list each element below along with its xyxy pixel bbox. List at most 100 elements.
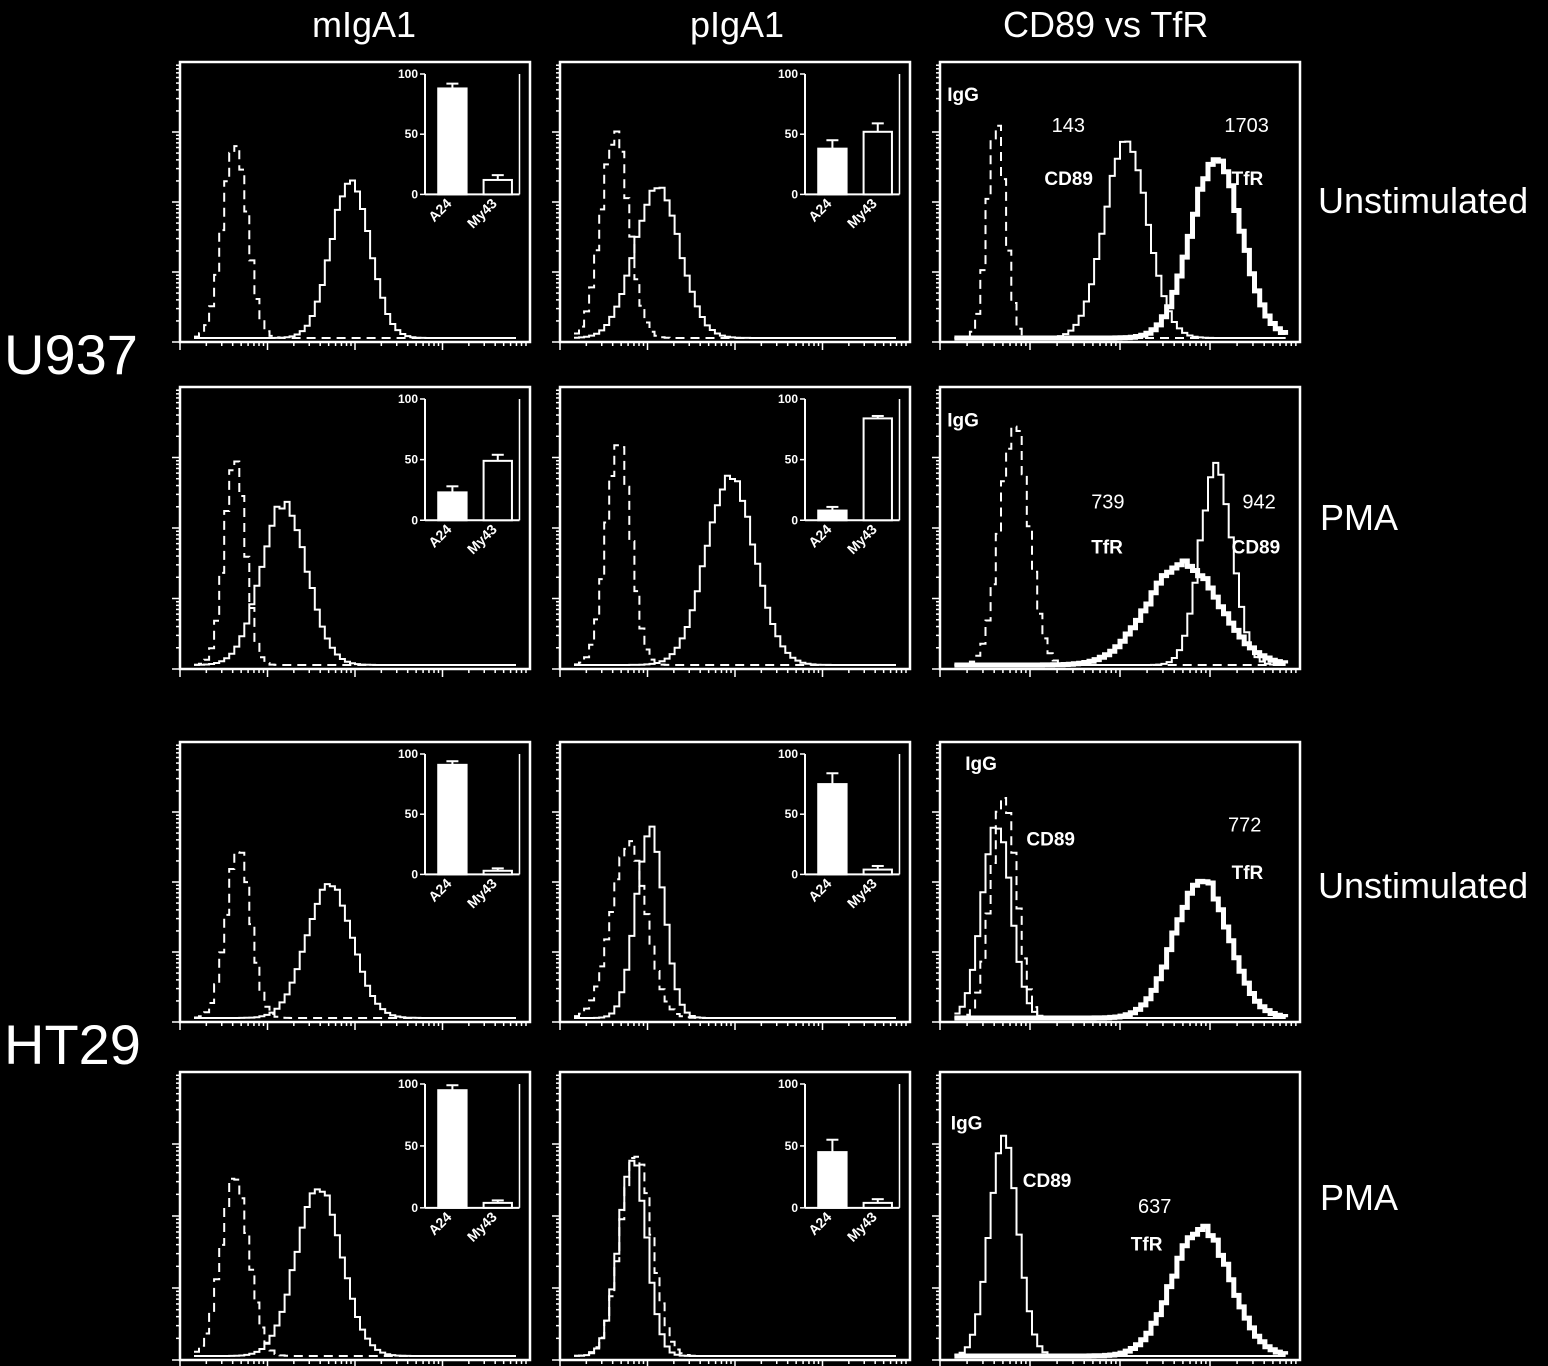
inset-bar bbox=[862, 1201, 893, 1209]
inset-y-tick-label: 100 bbox=[778, 747, 798, 761]
histogram-curve-dashed bbox=[194, 145, 516, 339]
histogram-annotation: IgG bbox=[947, 410, 979, 431]
inset-bar bbox=[862, 868, 893, 876]
inset-y-tick-label: 0 bbox=[791, 1201, 798, 1215]
histogram-curve-solid bbox=[194, 500, 516, 666]
inset-category-label: My43 bbox=[844, 1209, 880, 1245]
inset-y-tick-label: 100 bbox=[398, 747, 418, 761]
histogram-annotation: TfR bbox=[1232, 169, 1264, 190]
inset-y-tick-label: 50 bbox=[785, 453, 799, 467]
histogram-annotation: CD89 bbox=[1044, 169, 1093, 190]
histogram-panel-r3-c2: IgG CD89 637 TfR bbox=[932, 1070, 1302, 1366]
histogram-annotation: TfR bbox=[1091, 537, 1123, 558]
inset-category-label: My43 bbox=[464, 875, 500, 911]
histogram-curve-thick bbox=[954, 157, 1289, 341]
histogram-panel-r3-c0: 0 50 100 A24 My43 bbox=[172, 1070, 532, 1366]
histogram-panel-r0-c1: 0 50 100 A24 My43 bbox=[552, 60, 912, 350]
inset-y-tick-label: 50 bbox=[405, 453, 419, 467]
inset-y-tick-label: 50 bbox=[405, 1139, 419, 1153]
inset-category-label: My43 bbox=[844, 875, 880, 911]
inset-category-label: My43 bbox=[464, 195, 500, 231]
histogram-curve-thick bbox=[954, 878, 1289, 1021]
inset-bar bbox=[437, 87, 468, 196]
panel-frame bbox=[178, 740, 532, 1024]
inset-y-tick-label: 100 bbox=[778, 67, 798, 81]
histogram-curve-dashed bbox=[574, 840, 896, 1019]
inset-y-tick-label: 50 bbox=[785, 807, 799, 821]
histogram-annotation: 1703 bbox=[1224, 115, 1269, 137]
inset-category-label: A24 bbox=[425, 521, 455, 551]
inset-bar bbox=[437, 491, 468, 522]
inset-y-tick-label: 50 bbox=[785, 1139, 799, 1153]
condition-label-u937-pma: PMA bbox=[1320, 497, 1399, 538]
inset-bar bbox=[482, 178, 513, 196]
inset-bar bbox=[862, 417, 893, 522]
histogram-annotation: TfR bbox=[1131, 1235, 1163, 1256]
histogram-annotation: 637 bbox=[1138, 1196, 1171, 1218]
histogram-panel-r3-c1: 0 50 100 A24 My43 bbox=[552, 1070, 912, 1366]
histogram-panel-r2-c2: IgG CD89 772 TfR bbox=[932, 740, 1302, 1030]
inset-y-tick-label: 0 bbox=[411, 187, 418, 201]
histogram-panel-r2-c1: 0 50 100 A24 My43 bbox=[552, 740, 912, 1030]
inset-y-tick-label: 50 bbox=[405, 807, 419, 821]
panel-frame bbox=[178, 60, 532, 344]
histogram-annotation: IgG bbox=[965, 754, 997, 775]
inset-category-label: A24 bbox=[805, 521, 835, 551]
histogram-curve-solid bbox=[194, 1188, 516, 1357]
histogram-curve-solid bbox=[574, 474, 896, 666]
column-title-migA1: mIgA1 bbox=[312, 4, 417, 45]
histogram-curve-solid bbox=[954, 461, 1286, 666]
inset-bar bbox=[482, 869, 513, 876]
inset-bar bbox=[437, 1089, 468, 1209]
inset-y-tick-label: 100 bbox=[398, 67, 418, 81]
histogram-annotation: 143 bbox=[1052, 115, 1085, 137]
inset-category-label: A24 bbox=[425, 195, 455, 225]
inset-bar bbox=[817, 509, 848, 522]
condition-label-ht29-unstimulated: Unstimulated bbox=[1318, 865, 1529, 906]
histogram-curve-dashed bbox=[194, 1177, 516, 1357]
histogram-panel-r1-c1: 0 50 100 A24 My43 bbox=[552, 385, 912, 677]
histogram-curve-solid bbox=[574, 186, 896, 339]
inset-category-label: A24 bbox=[425, 1208, 455, 1238]
inset-bar bbox=[437, 763, 468, 876]
histogram-curve-dashed bbox=[574, 130, 896, 339]
histogram-panel-r1-c0: 0 50 100 A24 My43 bbox=[172, 385, 532, 677]
histogram-panel-r2-c0: 0 50 100 A24 My43 bbox=[172, 740, 532, 1030]
inset-y-tick-label: 100 bbox=[778, 1077, 798, 1091]
inset-category-label: A24 bbox=[805, 875, 835, 905]
inset-bar bbox=[817, 1151, 848, 1209]
inset-y-tick-label: 0 bbox=[791, 187, 798, 201]
panel-frame bbox=[558, 60, 912, 344]
inset-y-tick-label: 100 bbox=[778, 392, 798, 406]
panel-frame bbox=[938, 385, 1302, 671]
histogram-curve-dashed bbox=[574, 1155, 896, 1357]
inset-bar bbox=[482, 1201, 513, 1209]
histogram-annotation: TfR bbox=[1232, 863, 1264, 884]
cell-line-label-u937: U937 bbox=[4, 323, 138, 386]
histogram-curve-solid bbox=[954, 826, 1286, 1019]
histogram-panel-r0-c2: IgG 143 CD89 1703 TfR bbox=[932, 60, 1302, 350]
condition-label-ht29-pma: PMA bbox=[1320, 1177, 1399, 1218]
inset-category-label: A24 bbox=[805, 1208, 835, 1238]
histogram-curve-dashed bbox=[194, 851, 516, 1019]
inset-category-label: My43 bbox=[464, 521, 500, 557]
histogram-curve-dashed bbox=[194, 460, 516, 666]
histogram-curve-thick bbox=[954, 558, 1289, 668]
inset-category-label: My43 bbox=[844, 521, 880, 557]
condition-label-u937-unstimulated: Unstimulated bbox=[1318, 180, 1529, 221]
histogram-annotation: CD89 bbox=[1023, 1171, 1072, 1192]
histogram-panel-r0-c0: 0 50 100 A24 My43 bbox=[172, 60, 532, 350]
histogram-curve-solid bbox=[574, 825, 896, 1019]
histogram-annotation: IgG bbox=[951, 1114, 983, 1135]
panel-frame bbox=[558, 385, 912, 671]
histogram-annotation: 739 bbox=[1091, 491, 1124, 513]
histogram-panel-r1-c2: IgG 739 TfR 942 CD89 bbox=[932, 385, 1302, 677]
inset-bar bbox=[862, 130, 893, 196]
histogram-annotation: 772 bbox=[1228, 815, 1261, 837]
histogram-curve-solid bbox=[574, 1159, 896, 1357]
histogram-curve-dashed bbox=[954, 124, 1286, 339]
inset-category-label: My43 bbox=[844, 195, 880, 231]
inset-bar bbox=[817, 147, 848, 196]
